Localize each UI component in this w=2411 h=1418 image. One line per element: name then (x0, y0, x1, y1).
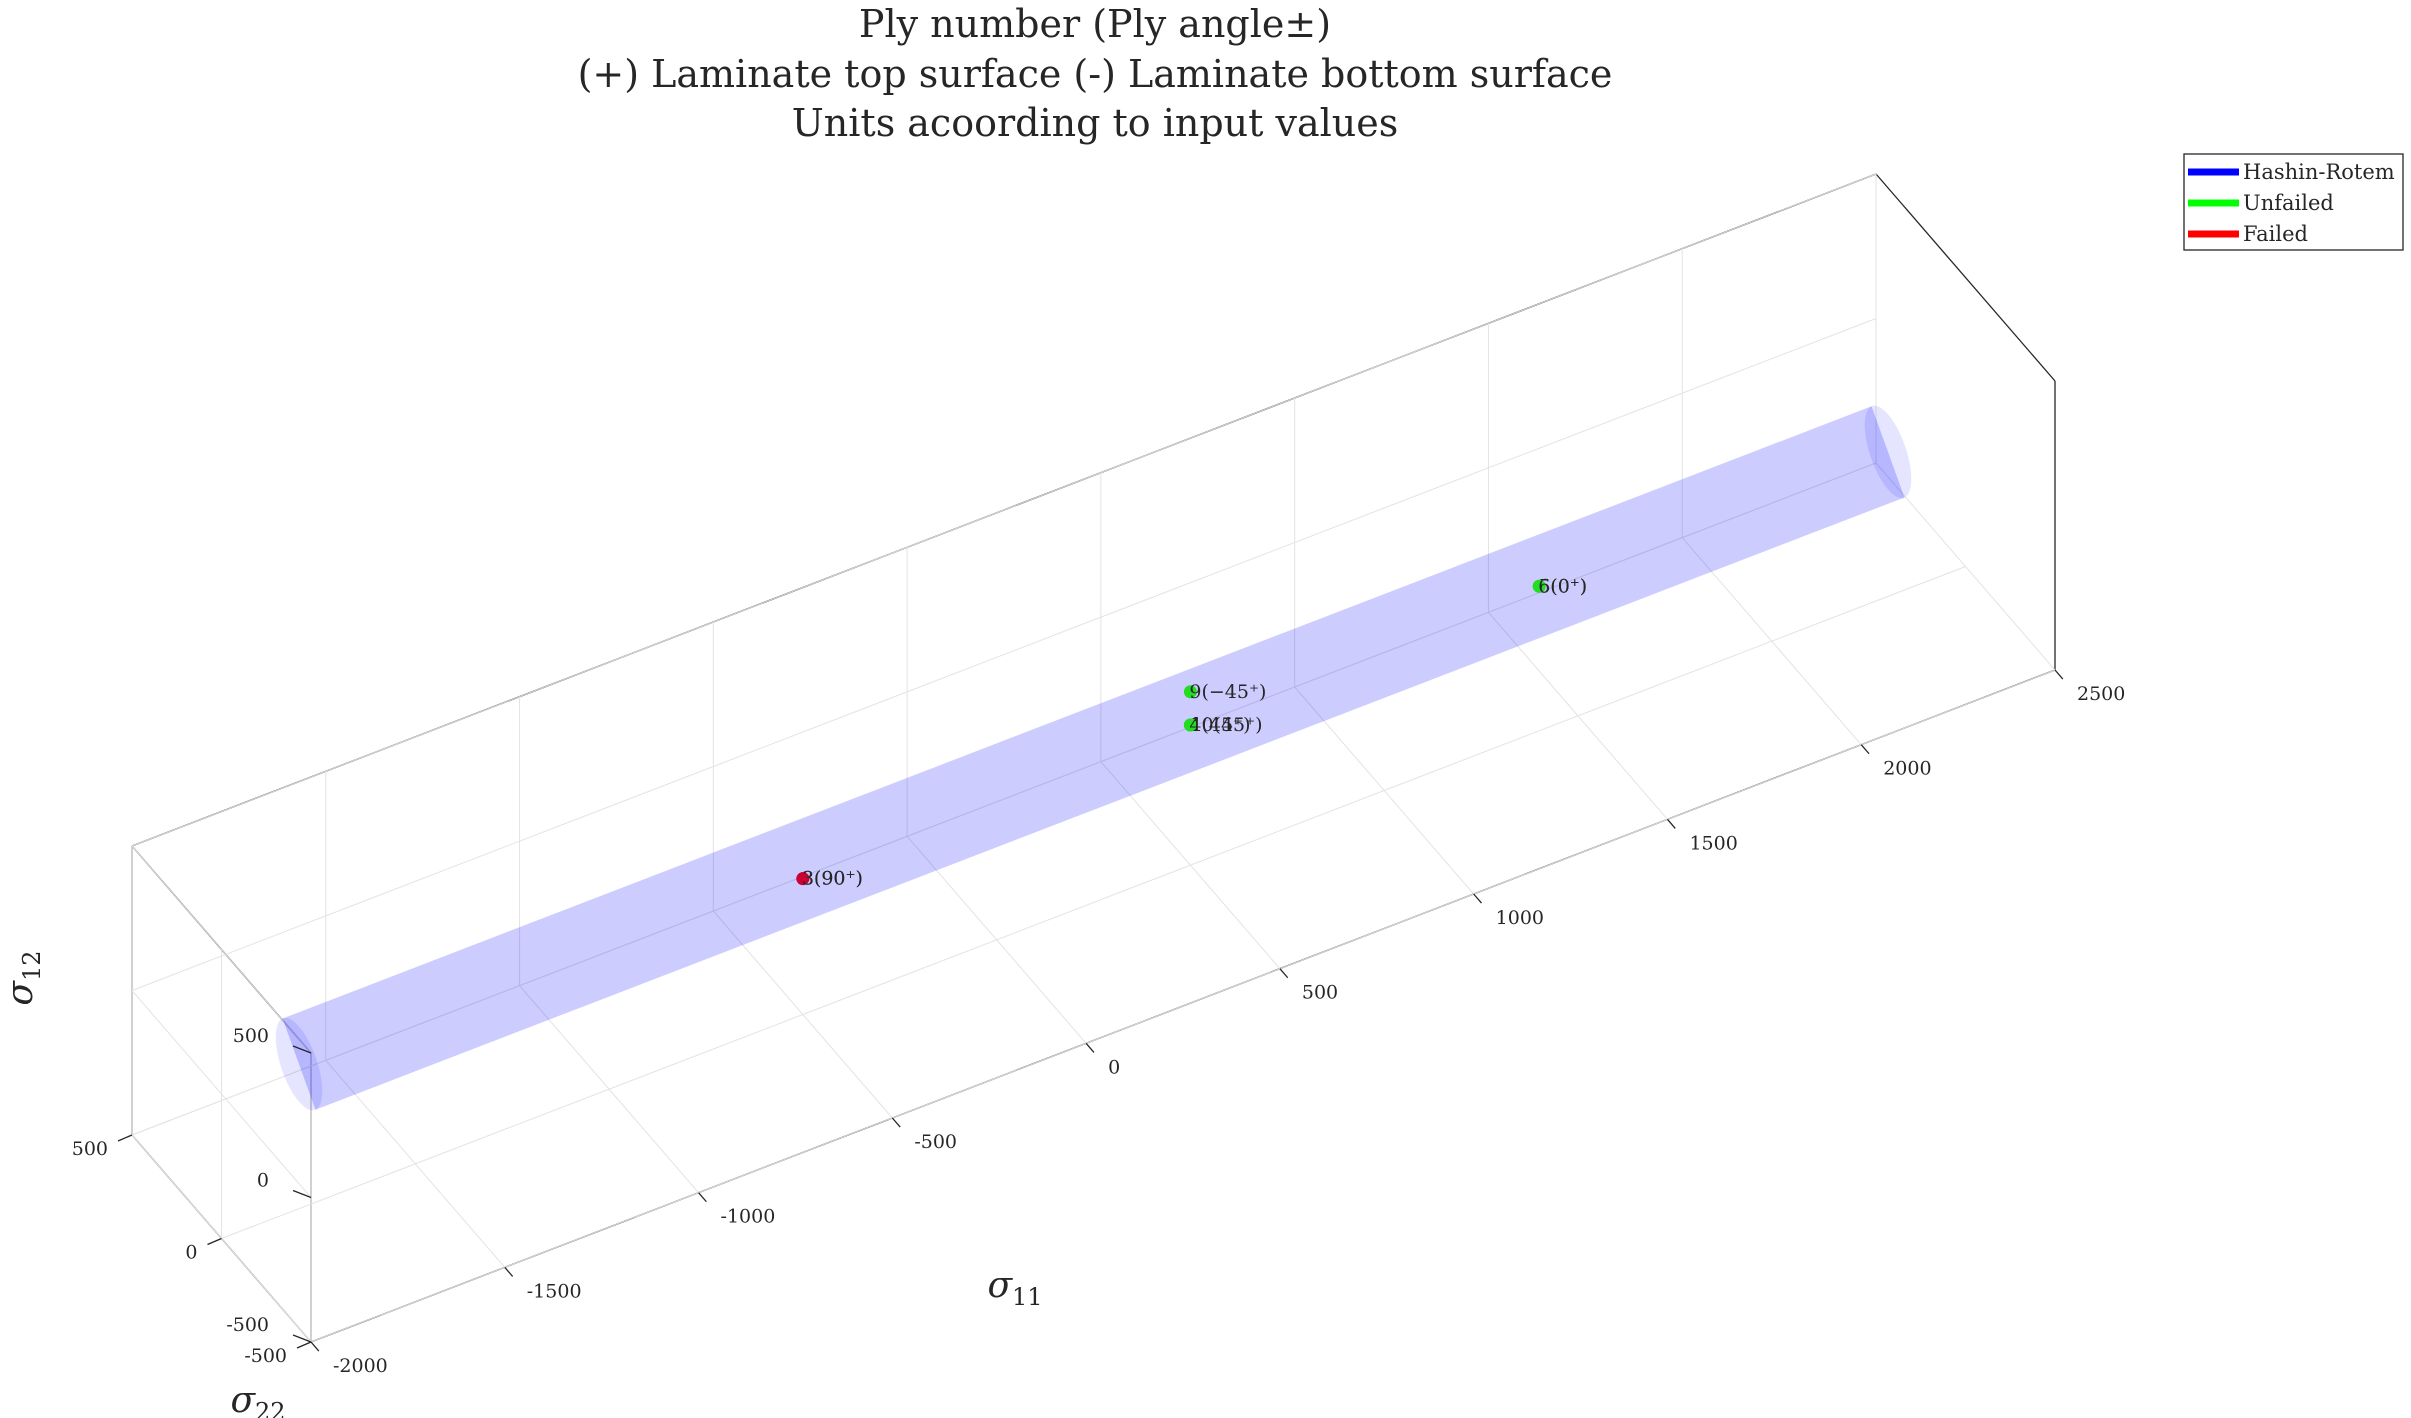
data-point (1532, 579, 1546, 593)
z-tick-label: 0 (257, 1170, 269, 1192)
data-point-label: 6(0⁺) (1538, 575, 1587, 597)
data-point-label: 8(90⁺) (802, 868, 863, 890)
x-tick-label: 1500 (1689, 832, 1737, 854)
x-tick-mark (2054, 669, 2064, 680)
grid-line (131, 318, 1877, 991)
tick-labels: -2000 -1500 -1000 -500 0 500 1000 1500 2000 2500 -… (72, 669, 2125, 1377)
grid-line (310, 669, 2056, 1343)
data-point (1183, 685, 1197, 699)
grid-line (131, 462, 1877, 1136)
x-tick-mark (1085, 1042, 1095, 1053)
x-tick-mark (698, 1192, 707, 1203)
x-axis-label: σ11 (987, 1265, 1042, 1311)
title-line-2: (+) Laminate top surface (-) Laminate bo… (578, 52, 1613, 96)
data-point (1183, 718, 1197, 732)
y-tick-mark (207, 1237, 222, 1246)
title-line-1: Ply number (Ply angle±) (859, 2, 1331, 46)
x-tick-mark (1279, 968, 1289, 979)
surface-end-cap (275, 1017, 323, 1111)
data-point-label: 10(45⁺) (1189, 714, 1262, 736)
x-tick-label: -1000 (721, 1206, 776, 1228)
x-tick-label: -2000 (333, 1355, 388, 1377)
legend-label: Unfailed (2243, 191, 2334, 215)
data-point (796, 872, 810, 886)
z-tick-label: 500 (233, 1025, 269, 1047)
box-edge (1875, 173, 2056, 382)
y-tick-label: 500 (72, 1138, 108, 1160)
x-tick-mark (891, 1117, 901, 1128)
surface-body (282, 406, 1905, 1110)
x-tick-label: -500 (914, 1131, 957, 1153)
data-points: 5(0⁺)6(0⁺) 9(−45⁺) 10(45⁺)4(45⁺) 8(90⁺)3(90… (796, 575, 1587, 890)
y-tick-mark (296, 1341, 312, 1349)
grid-line (221, 566, 1966, 1239)
x-tick-mark (1860, 744, 1870, 755)
legend: Hashin-Rotem Unfailed Failed (2183, 153, 2404, 251)
x-tick-mark (1473, 893, 1483, 904)
surface-end-cap (1864, 405, 1912, 499)
legend-label: Hashin-Rotem (2243, 160, 2395, 184)
hashin-rotem-surface (275, 405, 1912, 1111)
x-tick-label: -1500 (527, 1280, 582, 1302)
grid-lines (131, 173, 2056, 1343)
x-tick-mark (310, 1341, 320, 1352)
y-tick-label: 0 (185, 1242, 197, 1264)
data-point-label: 3(90⁺) (802, 868, 863, 890)
axis-labels: σ11 σ22 σ12 (0, 950, 1043, 1418)
x-tick-label: 2500 (2077, 683, 2125, 705)
y-axis-label: σ22 (230, 1380, 285, 1418)
z-tick-mark (292, 1045, 312, 1054)
x-tick-label: 0 (1108, 1056, 1120, 1078)
x-tick-mark (504, 1266, 514, 1277)
x-tick-label: 2000 (1883, 758, 1931, 780)
y-tick-label: -500 (244, 1345, 287, 1367)
z-tick-mark (292, 1189, 312, 1199)
x-tick-mark (1666, 818, 1676, 829)
data-point-label: 9(−45⁺) (1189, 681, 1266, 703)
x-tick-label: 1000 (1496, 907, 1544, 929)
grid-line (131, 173, 1877, 847)
chart-title: Ply number (Ply angle±) (+) Laminate top… (578, 2, 1613, 145)
y-tick-mark (117, 1134, 133, 1142)
data-point-label: 5(0⁺) (1538, 575, 1587, 597)
legend-label: Failed (2243, 222, 2308, 246)
z-tick-label: -500 (226, 1314, 269, 1336)
x-tick-label: 500 (1302, 982, 1338, 1004)
grid-line (131, 845, 312, 1054)
data-point-label: 4(45⁺) (1189, 714, 1250, 736)
title-line-3: Units acoording to input values (792, 101, 1398, 145)
z-tick-mark (292, 1334, 312, 1343)
z-axis-label: σ12 (0, 950, 46, 1005)
grid-line (131, 990, 312, 1198)
